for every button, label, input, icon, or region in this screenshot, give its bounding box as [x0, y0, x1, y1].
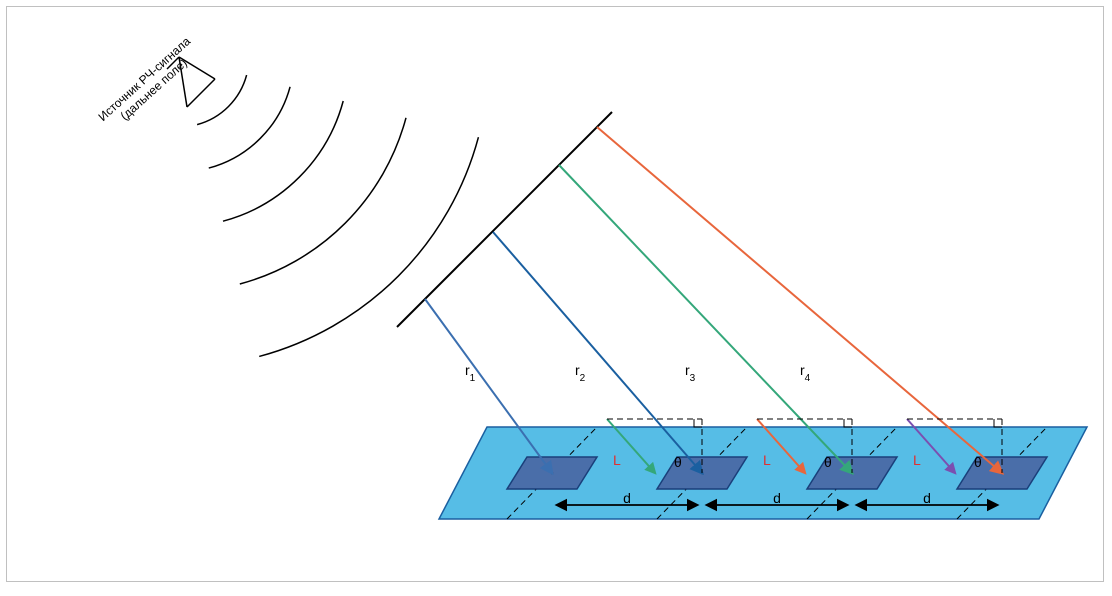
label-L: L — [763, 452, 771, 468]
label-theta: θ — [974, 454, 982, 470]
wavefront-arc — [209, 87, 290, 168]
right-angle-marker — [694, 419, 702, 427]
label-d: d — [773, 490, 781, 506]
label-L: L — [613, 452, 621, 468]
ray-label: r3 — [685, 362, 696, 384]
label-theta: θ — [674, 454, 682, 470]
right-angle-marker — [994, 419, 1002, 427]
label-L: L — [913, 452, 921, 468]
right-angle-marker — [844, 419, 852, 427]
label-d: d — [623, 490, 631, 506]
diagram-frame: Источник РЧ-сигнала(дальнее поле)r1r2r3r… — [6, 6, 1104, 582]
wavefront-arc — [223, 101, 343, 221]
source-label: Источник РЧ-сигнала(дальнее поле) — [96, 34, 203, 134]
horn-antenna-icon — [187, 79, 215, 107]
planar-wavefront — [397, 112, 612, 327]
ray-label: r2 — [575, 362, 586, 384]
wavefront-arc — [197, 75, 246, 124]
label-d: d — [923, 490, 931, 506]
wavefront-arc — [240, 118, 406, 284]
source-label-line1: Источник РЧ-сигнала — [96, 34, 194, 124]
label-theta: θ — [824, 454, 832, 470]
ray-label: r4 — [800, 362, 811, 384]
wavefront-arc — [259, 137, 478, 356]
phased-array-diagram: Источник РЧ-сигнала(дальнее поле)r1r2r3r… — [7, 7, 1105, 583]
